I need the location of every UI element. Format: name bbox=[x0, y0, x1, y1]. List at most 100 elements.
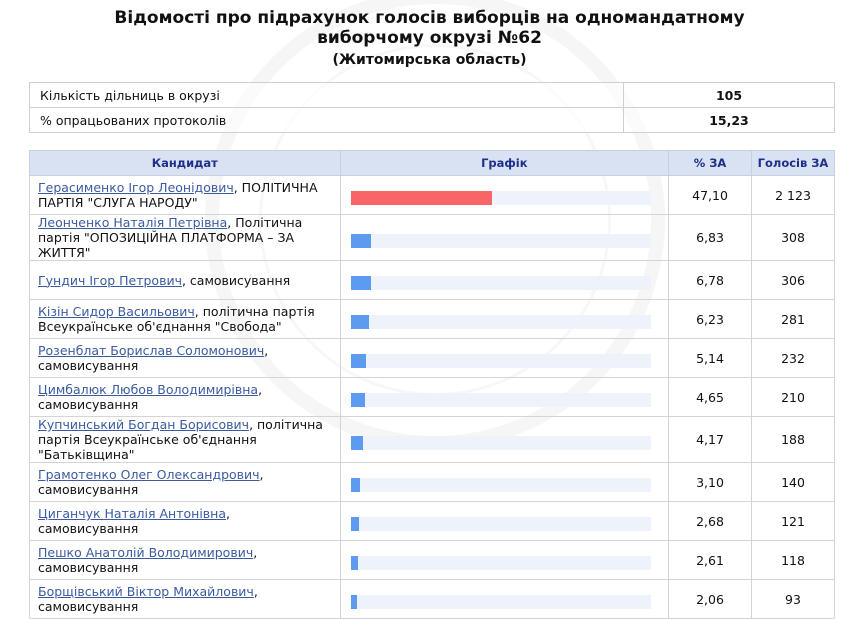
column-header-candidate: Кандидат bbox=[29, 150, 341, 176]
candidate-cell: Гундич Ігор Петрович, самовисування bbox=[29, 260, 341, 300]
pct-value: 4,65 bbox=[668, 377, 753, 417]
candidate-party: , самовисування bbox=[38, 343, 269, 373]
vote-bar bbox=[350, 393, 365, 407]
results-table: Кандидат Графік % ЗА Голосів ЗА Герасиме… bbox=[29, 150, 835, 619]
candidate-cell: Розенблат Борислав Соломонович, самовису… bbox=[29, 338, 341, 378]
candidate-cell: Купчинський Богдан Борисович, політична … bbox=[29, 416, 341, 463]
vote-bar-track bbox=[350, 517, 651, 531]
summary-label: % опрацьованих протоколів bbox=[29, 107, 624, 133]
candidate-name-link[interactable]: Розенблат Борислав Соломонович bbox=[38, 343, 265, 358]
vote-bar bbox=[350, 354, 366, 368]
candidate-name-link[interactable]: Борщівський Віктор Михайлович bbox=[38, 584, 254, 599]
candidate-row: Герасименко Ігор Леонідович, ПОЛІТИЧНА П… bbox=[29, 175, 835, 215]
candidate-name-link[interactable]: Леонченко Наталія Петрівна bbox=[38, 215, 228, 230]
graph-cell bbox=[339, 338, 670, 378]
vote-bar-track bbox=[350, 276, 651, 290]
graph-cell bbox=[339, 214, 670, 261]
pct-value: 4,17 bbox=[668, 416, 753, 463]
candidate-party: , самовисування bbox=[181, 272, 291, 288]
graph-cell bbox=[339, 175, 670, 215]
candidate-party: , політична партія Всеукраїнське об'єдна… bbox=[38, 417, 323, 462]
candidate-name-link[interactable]: Купчинський Богдан Борисович bbox=[38, 417, 250, 432]
candidate-row: Грамотенко Олег Олександрович, самовисув… bbox=[29, 462, 835, 502]
candidate-row: Гундич Ігор Петрович, самовисування 6,78 3… bbox=[29, 260, 835, 300]
pct-value: 3,10 bbox=[668, 462, 753, 502]
votes-value: 121 bbox=[751, 501, 835, 541]
graph-cell bbox=[339, 260, 670, 300]
vote-bar bbox=[350, 517, 359, 531]
candidate-party: , самовисування bbox=[38, 506, 230, 536]
candidate-cell: Борщівський Віктор Михайлович, самовисув… bbox=[29, 579, 341, 619]
votes-value: 140 bbox=[751, 462, 835, 502]
candidate-name-link[interactable]: Грамотенко Олег Олександрович bbox=[38, 467, 260, 482]
summary-row: Кількість дільниць в окрузі 105 bbox=[29, 82, 835, 108]
results-header: Кандидат Графік % ЗА Голосів ЗА bbox=[29, 150, 835, 176]
graph-cell bbox=[339, 462, 670, 502]
region-subtitle: (Житомирська область) bbox=[332, 52, 527, 68]
candidate-cell: Леонченко Наталія Петрівна, Політична па… bbox=[29, 214, 341, 261]
column-header-pct: % ЗА bbox=[668, 150, 753, 176]
pct-value: 2,61 bbox=[668, 540, 753, 580]
pct-value: 6,78 bbox=[668, 260, 753, 300]
candidate-cell: Пешко Анатолій Володимирович, самовисува… bbox=[29, 540, 341, 580]
candidate-party: , самовисування bbox=[38, 467, 264, 497]
vote-bar-track bbox=[350, 595, 651, 609]
candidate-cell: Герасименко Ігор Леонідович, ПОЛІТИЧНА П… bbox=[29, 175, 341, 215]
candidate-name-link[interactable]: Циганчук Наталія Антонівна bbox=[38, 506, 226, 521]
votes-value: 210 bbox=[751, 377, 835, 417]
votes-value: 306 bbox=[751, 260, 835, 300]
candidate-row: Цимбалюк Любов Володимирівна, самовисува… bbox=[29, 377, 835, 417]
votes-value: 232 bbox=[751, 338, 835, 378]
graph-cell bbox=[339, 501, 670, 541]
candidate-row: Кізін Сидор Васильович, політична партія… bbox=[29, 299, 835, 339]
candidate-row: Борщівський Віктор Михайлович, самовисув… bbox=[29, 579, 835, 619]
votes-value: 93 bbox=[751, 579, 835, 619]
candidate-party: , самовисування bbox=[38, 382, 263, 412]
summary-row: % опрацьованих протоколів 15,23 bbox=[29, 107, 835, 133]
pct-value: 5,14 bbox=[668, 338, 753, 378]
pct-value: 2,06 bbox=[668, 579, 753, 619]
column-header-votes: Голосів ЗА bbox=[751, 150, 835, 176]
vote-bar-track bbox=[350, 315, 651, 329]
votes-value: 308 bbox=[751, 214, 835, 261]
summary-table: Кількість дільниць в окрузі 105 % опраць… bbox=[29, 82, 835, 133]
vote-bar-track bbox=[350, 354, 651, 368]
candidate-row: Циганчук Наталія Антонівна, самовисуванн… bbox=[29, 501, 835, 541]
candidate-name-link[interactable]: Герасименко Ігор Леонідович bbox=[38, 180, 234, 195]
vote-bar-track bbox=[350, 393, 651, 407]
candidate-row: Леонченко Наталія Петрівна, Політична па… bbox=[29, 214, 835, 261]
graph-cell bbox=[339, 579, 670, 619]
vote-bar bbox=[350, 315, 370, 329]
page-title: Відомості про підрахунок голосів виборці… bbox=[0, 8, 859, 48]
vote-bar bbox=[350, 556, 359, 570]
candidate-cell: Грамотенко Олег Олександрович, самовисув… bbox=[29, 462, 341, 502]
candidate-name-link[interactable]: Гундич Ігор Петрович bbox=[38, 272, 182, 288]
page-title-line2: виборчому окрузі №62 bbox=[317, 28, 542, 48]
vote-bar-track bbox=[350, 191, 651, 205]
candidate-row: Купчинський Богдан Борисович, політична … bbox=[29, 416, 835, 463]
vote-bar-track bbox=[350, 556, 651, 570]
candidate-cell: Цимбалюк Любов Володимирівна, самовисува… bbox=[29, 377, 341, 417]
vote-bar bbox=[350, 233, 372, 248]
graph-cell bbox=[339, 416, 670, 463]
pct-value: 2,68 bbox=[668, 501, 753, 541]
vote-bar bbox=[350, 191, 492, 205]
column-header-graph: Графік bbox=[339, 150, 670, 176]
page-title-line1: Відомості про підрахунок голосів виборці… bbox=[114, 8, 745, 28]
pct-value: 6,23 bbox=[668, 299, 753, 339]
vote-bar-track bbox=[350, 478, 651, 492]
candidate-name-link[interactable]: Цимбалюк Любов Володимирівна bbox=[38, 382, 259, 397]
candidate-name-link[interactable]: Пешко Анатолій Володимирович bbox=[38, 545, 254, 560]
vote-bar bbox=[350, 595, 357, 609]
graph-cell bbox=[339, 377, 670, 417]
vote-bar-track bbox=[350, 233, 651, 248]
votes-value: 188 bbox=[751, 416, 835, 463]
votes-value: 2 123 bbox=[751, 175, 835, 215]
candidate-name-link[interactable]: Кізін Сидор Васильович bbox=[38, 304, 195, 319]
votes-value: 281 bbox=[751, 299, 835, 339]
vote-bar bbox=[350, 478, 360, 492]
candidate-party: , ПОЛІТИЧНА ПАРТІЯ "СЛУГА НАРОДУ" bbox=[38, 180, 318, 210]
graph-cell bbox=[339, 299, 670, 339]
vote-bar-track bbox=[350, 435, 651, 450]
summary-value: 105 bbox=[623, 82, 835, 108]
